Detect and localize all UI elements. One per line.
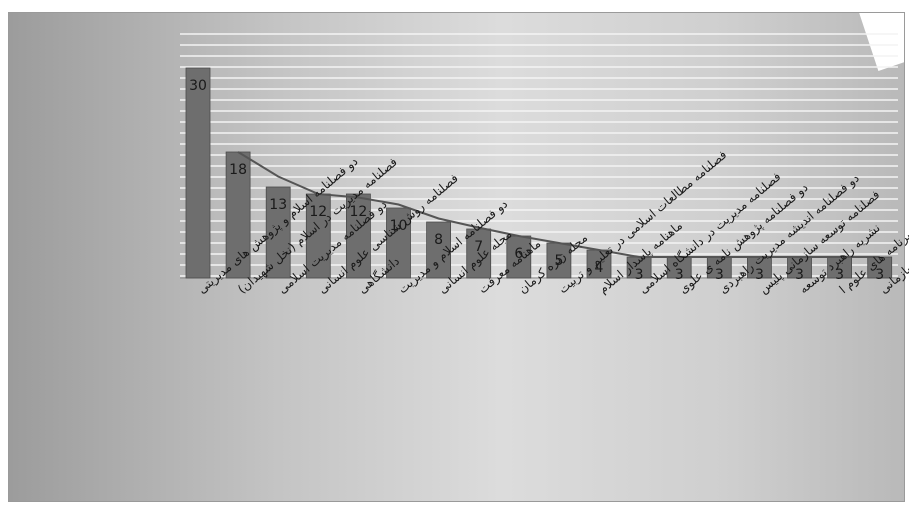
value-label: 3 xyxy=(755,267,764,283)
bar xyxy=(345,193,371,279)
value-label: 6 xyxy=(514,246,523,262)
bar xyxy=(466,228,492,279)
value-labels: 30 18 13 12 12 10 8 7 6 5 4 3 3 3 3 3 3 3 xyxy=(189,78,884,283)
bar xyxy=(506,235,532,279)
value-label: 7 xyxy=(474,239,483,255)
bar xyxy=(185,67,211,279)
trend-line xyxy=(237,151,880,258)
bar xyxy=(546,242,572,279)
value-label: 3 xyxy=(795,267,804,283)
value-label: 12 xyxy=(309,204,327,220)
bar xyxy=(305,193,331,279)
value-label: 5 xyxy=(554,253,563,269)
bar xyxy=(265,186,291,279)
value-label: 3 xyxy=(875,267,884,283)
value-label: 3 xyxy=(835,267,844,283)
value-label: 18 xyxy=(229,162,247,178)
grid-lines xyxy=(180,33,898,279)
bar xyxy=(426,221,452,279)
bar xyxy=(386,207,411,279)
value-label: 3 xyxy=(715,267,724,283)
bar xyxy=(225,151,251,279)
value-label: 8 xyxy=(434,232,443,248)
bar xyxy=(586,249,612,279)
value-label: 13 xyxy=(269,197,287,213)
value-label: 12 xyxy=(349,204,367,220)
value-label: 4 xyxy=(595,260,604,276)
bars xyxy=(185,67,893,279)
value-label: 3 xyxy=(675,267,684,283)
value-label: 30 xyxy=(189,78,207,94)
value-label: 3 xyxy=(635,267,644,283)
value-label: 10 xyxy=(390,218,408,234)
